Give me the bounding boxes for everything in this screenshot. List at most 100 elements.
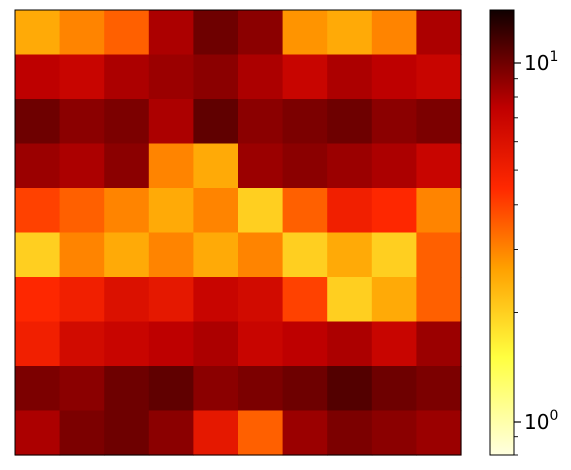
heatmap-cell-r2-c8 bbox=[371, 99, 417, 145]
heatmap-cell-r2-c9 bbox=[416, 99, 462, 145]
heatmap-cell-r3-c4 bbox=[193, 143, 239, 189]
heatmap-cell-r2-c7 bbox=[327, 99, 373, 145]
heatmap-cell-r9-c0 bbox=[15, 410, 61, 456]
heatmap-cell-r4-c6 bbox=[282, 188, 328, 234]
heatmap-cell-r4-c5 bbox=[238, 188, 284, 234]
heatmap-cell-r1-c0 bbox=[15, 54, 61, 100]
heatmap-cell-r8-c1 bbox=[59, 366, 105, 412]
heatmap-cell-r1-c8 bbox=[371, 54, 417, 100]
heatmap-cell-r5-c2 bbox=[104, 232, 150, 278]
svg-text:101: 101 bbox=[524, 49, 558, 75]
heatmap-cell-r0-c9 bbox=[416, 10, 462, 56]
heatmap-cell-r1-c7 bbox=[327, 54, 373, 100]
heatmap-cell-r7-c6 bbox=[282, 321, 328, 367]
heatmap-cell-r7-c7 bbox=[327, 321, 373, 367]
colorbar-gradient bbox=[489, 9, 515, 456]
heatmap-cell-r7-c4 bbox=[193, 321, 239, 367]
heatmap-cells bbox=[15, 10, 462, 456]
heatmap-cell-r6-c1 bbox=[59, 277, 105, 323]
svg-text:100: 100 bbox=[524, 408, 558, 434]
heatmap-cell-r0-c1 bbox=[59, 10, 105, 56]
heatmap-cell-r6-c7 bbox=[327, 277, 373, 323]
heatmap-cell-r2-c4 bbox=[193, 99, 239, 145]
heatmap-cell-r3-c7 bbox=[327, 143, 373, 189]
heatmap-cell-r8-c0 bbox=[15, 366, 61, 412]
heatmap-cell-r4-c8 bbox=[371, 188, 417, 234]
heatmap-cell-r0-c4 bbox=[193, 10, 239, 56]
heatmap-cell-r8-c2 bbox=[104, 366, 150, 412]
heatmap-cell-r9-c3 bbox=[148, 410, 194, 456]
heatmap-cell-r0-c6 bbox=[282, 10, 328, 56]
heatmap-cell-r3-c9 bbox=[416, 143, 462, 189]
heatmap-cell-r9-c7 bbox=[327, 410, 373, 456]
heatmap-cell-r6-c9 bbox=[416, 277, 462, 323]
heatmap-cell-r0-c0 bbox=[15, 10, 61, 56]
heatmap-cell-r9-c2 bbox=[104, 410, 150, 456]
heatmap-cell-r8-c4 bbox=[193, 366, 239, 412]
heatmap-cell-r6-c4 bbox=[193, 277, 239, 323]
heatmap-cell-r8-c6 bbox=[282, 366, 328, 412]
colorbar-minor-ticks bbox=[514, 78, 518, 456]
heatmap-cell-r3-c1 bbox=[59, 143, 105, 189]
heatmap-cell-r4-c7 bbox=[327, 188, 373, 234]
heatmap-cell-r0-c3 bbox=[148, 10, 194, 56]
heatmap-cell-r6-c0 bbox=[15, 277, 61, 323]
heatmap-cell-r6-c8 bbox=[371, 277, 417, 323]
heatmap-cell-r4-c3 bbox=[148, 188, 194, 234]
heatmap-cell-r4-c2 bbox=[104, 188, 150, 234]
heatmap-cell-r2-c3 bbox=[148, 99, 194, 145]
heatmap-cell-r7-c3 bbox=[148, 321, 194, 367]
heatmap-cell-r8-c9 bbox=[416, 366, 462, 412]
heatmap-cell-r3-c3 bbox=[148, 143, 194, 189]
heatmap-cell-r3-c5 bbox=[238, 143, 284, 189]
heatmap-cell-r7-c2 bbox=[104, 321, 150, 367]
heatmap-cell-r8-c5 bbox=[238, 366, 284, 412]
heatmap-cell-r7-c9 bbox=[416, 321, 462, 367]
heatmap-cell-r8-c8 bbox=[371, 366, 417, 412]
heatmap-cell-r5-c8 bbox=[371, 232, 417, 278]
heatmap-cell-r0-c7 bbox=[327, 10, 373, 56]
heatmap-cell-r2-c1 bbox=[59, 99, 105, 145]
heatmap-cell-r6-c2 bbox=[104, 277, 150, 323]
heatmap-cell-r9-c4 bbox=[193, 410, 239, 456]
heatmap-cell-r2-c2 bbox=[104, 99, 150, 145]
heatmap-cell-r0-c8 bbox=[371, 10, 417, 56]
heatmap-cell-r4-c0 bbox=[15, 188, 61, 234]
colorbar-tick-10-1: 101 bbox=[514, 49, 558, 75]
heatmap-cell-r9-c5 bbox=[238, 410, 284, 456]
heatmap-cell-r4-c1 bbox=[59, 188, 105, 234]
colorbar: 101 100 bbox=[489, 9, 558, 456]
plot-frame bbox=[14, 9, 462, 456]
heatmap-cell-r3-c2 bbox=[104, 143, 150, 189]
heatmap-cell-r0-c2 bbox=[104, 10, 150, 56]
heatmap-cell-r6-c6 bbox=[282, 277, 328, 323]
heatmap-cell-r4-c9 bbox=[416, 188, 462, 234]
heatmap-cell-r1-c6 bbox=[282, 54, 328, 100]
heatmap-cell-r8-c7 bbox=[327, 366, 373, 412]
heatmap-cell-r5-c6 bbox=[282, 232, 328, 278]
heatmap-cell-r7-c8 bbox=[371, 321, 417, 367]
heatmap-cell-r9-c1 bbox=[59, 410, 105, 456]
heatmap-cell-r4-c4 bbox=[193, 188, 239, 234]
colorbar-tick-10-0: 100 bbox=[514, 408, 558, 434]
heatmap-cell-r6-c3 bbox=[148, 277, 194, 323]
heatmap-cell-r9-c9 bbox=[416, 410, 462, 456]
heatmap-cell-r1-c1 bbox=[59, 54, 105, 100]
heatmap-cell-r7-c0 bbox=[15, 321, 61, 367]
heatmap-cell-r6-c5 bbox=[238, 277, 284, 323]
heatmap-cell-r5-c7 bbox=[327, 232, 373, 278]
heatmap-cell-r9-c6 bbox=[282, 410, 328, 456]
heatmap-cell-r2-c6 bbox=[282, 99, 328, 145]
heatmap-cell-r3-c0 bbox=[15, 143, 61, 189]
heatmap-cell-r1-c2 bbox=[104, 54, 150, 100]
heatmap-cell-r1-c9 bbox=[416, 54, 462, 100]
heatmap-cell-r7-c5 bbox=[238, 321, 284, 367]
heatmap-cell-r1-c5 bbox=[238, 54, 284, 100]
heatmap-cell-r3-c6 bbox=[282, 143, 328, 189]
heatmap-cell-r7-c1 bbox=[59, 321, 105, 367]
heatmap-cell-r5-c0 bbox=[15, 232, 61, 278]
heatmap-cell-r5-c4 bbox=[193, 232, 239, 278]
heatmap-cell-r2-c0 bbox=[15, 99, 61, 145]
heatmap-cell-r2-c5 bbox=[238, 99, 284, 145]
